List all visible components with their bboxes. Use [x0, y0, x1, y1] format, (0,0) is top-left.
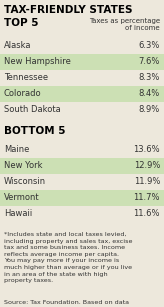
Text: Vermont: Vermont — [4, 193, 40, 203]
Text: 8.4%: 8.4% — [139, 90, 160, 99]
Text: 6.3%: 6.3% — [139, 41, 160, 50]
Text: *Includes state and local taxes levied,
including property and sales tax, excise: *Includes state and local taxes levied, … — [4, 232, 133, 283]
Text: 11.9%: 11.9% — [134, 177, 160, 186]
Text: TOP 5: TOP 5 — [4, 18, 39, 28]
Bar — [0, 54, 164, 70]
Text: New York: New York — [4, 161, 42, 170]
Bar — [0, 190, 164, 206]
Text: Hawaii: Hawaii — [4, 209, 32, 219]
Text: BOTTOM 5: BOTTOM 5 — [4, 126, 65, 136]
Text: Alaska: Alaska — [4, 41, 31, 50]
Text: Colorado: Colorado — [4, 90, 42, 99]
Text: 11.7%: 11.7% — [133, 193, 160, 203]
Text: Tennessee: Tennessee — [4, 73, 48, 83]
Text: Taxes as percentage
of income: Taxes as percentage of income — [89, 18, 160, 32]
Text: South Dakota: South Dakota — [4, 106, 61, 115]
Text: 13.6%: 13.6% — [133, 146, 160, 154]
Text: 8.3%: 8.3% — [139, 73, 160, 83]
Text: 7.6%: 7.6% — [139, 57, 160, 67]
Text: TAX-FRIENDLY STATES: TAX-FRIENDLY STATES — [4, 5, 133, 15]
Text: Source: Tax Foundation. Based on data
from the Bureau of Economic Analysis.: Source: Tax Foundation. Based on data fr… — [4, 300, 129, 307]
Bar — [0, 158, 164, 174]
Text: 12.9%: 12.9% — [134, 161, 160, 170]
Bar — [0, 86, 164, 102]
Text: New Hampshire: New Hampshire — [4, 57, 71, 67]
Text: 8.9%: 8.9% — [139, 106, 160, 115]
Text: Maine: Maine — [4, 146, 29, 154]
Text: 11.6%: 11.6% — [133, 209, 160, 219]
Text: Wisconsin: Wisconsin — [4, 177, 46, 186]
